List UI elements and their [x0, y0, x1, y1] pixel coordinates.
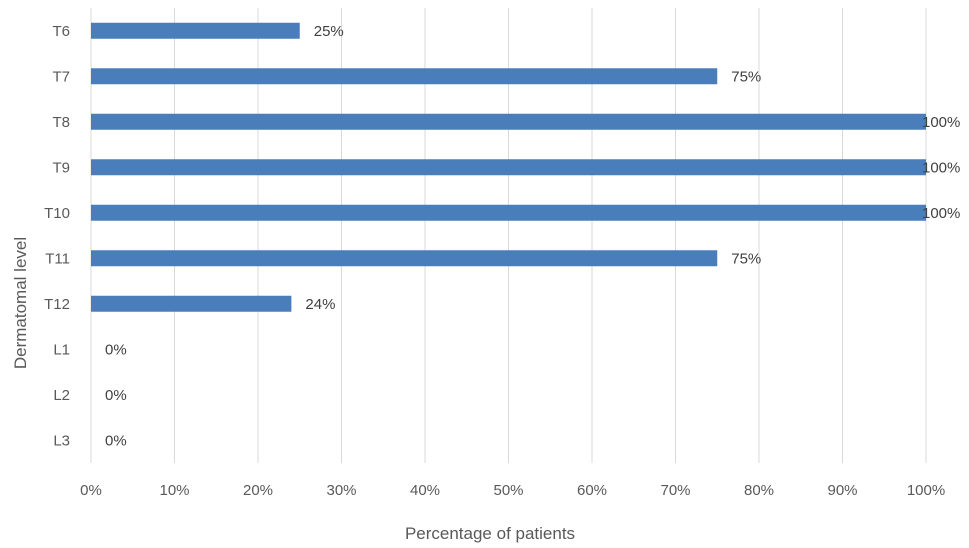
bar-t7 [91, 68, 718, 85]
y-tick-label: T11 [45, 250, 70, 267]
y-tick-label: T10 [44, 205, 70, 222]
y-tick-labels: T6 T7 T8 T9 T10 T11 T12 L1 L2 L3 [44, 23, 70, 450]
x-tick-label: 30% [326, 482, 356, 499]
data-label: 100% [922, 114, 960, 131]
y-tick-label: T7 [52, 68, 70, 85]
data-labels: 25% 75% 100% 100% 100% 75% 24% 0% 0% 0% [105, 23, 960, 450]
data-label: 0% [105, 387, 127, 404]
data-label: 75% [731, 68, 761, 85]
y-tick-label: L3 [53, 432, 70, 449]
x-tick-label: 0% [80, 482, 102, 499]
bar-t9 [91, 159, 926, 176]
data-label: 0% [105, 341, 127, 358]
bar-t8 [91, 113, 926, 130]
x-tick-label: 100% [907, 482, 945, 499]
x-tick-label: 50% [493, 482, 523, 499]
x-tick-labels: 0% 10% 20% 30% 40% 50% 60% 70% 80% 90% 100% [80, 482, 945, 499]
x-tick-label: 90% [827, 482, 857, 499]
y-tick-label: T6 [52, 23, 70, 40]
x-tick-label: 20% [243, 482, 273, 499]
bars [91, 22, 926, 312]
x-tick-label: 60% [577, 482, 607, 499]
x-tick-label: 80% [744, 482, 774, 499]
y-tick-label: T9 [52, 159, 70, 176]
y-tick-label: T12 [44, 296, 70, 313]
bar-t12 [91, 295, 292, 312]
data-label: 24% [305, 296, 335, 313]
data-label: 100% [922, 205, 960, 222]
bar-t6 [91, 22, 300, 39]
y-tick-label: L2 [53, 387, 70, 404]
data-label: 100% [922, 159, 960, 176]
y-tick-label: L1 [53, 341, 70, 358]
y-axis-title: Dermatomal level [11, 237, 30, 369]
x-tick-label: 70% [660, 482, 690, 499]
data-label: 25% [314, 23, 344, 40]
y-tick-label: T8 [52, 114, 70, 131]
x-axis-title: Percentage of patients [405, 524, 575, 543]
bar-t11 [91, 250, 718, 267]
x-tick-label: 10% [159, 482, 189, 499]
x-tick-label: 40% [410, 482, 440, 499]
data-label: 75% [731, 250, 761, 267]
bar-t10 [91, 204, 926, 221]
data-label: 0% [105, 432, 127, 449]
